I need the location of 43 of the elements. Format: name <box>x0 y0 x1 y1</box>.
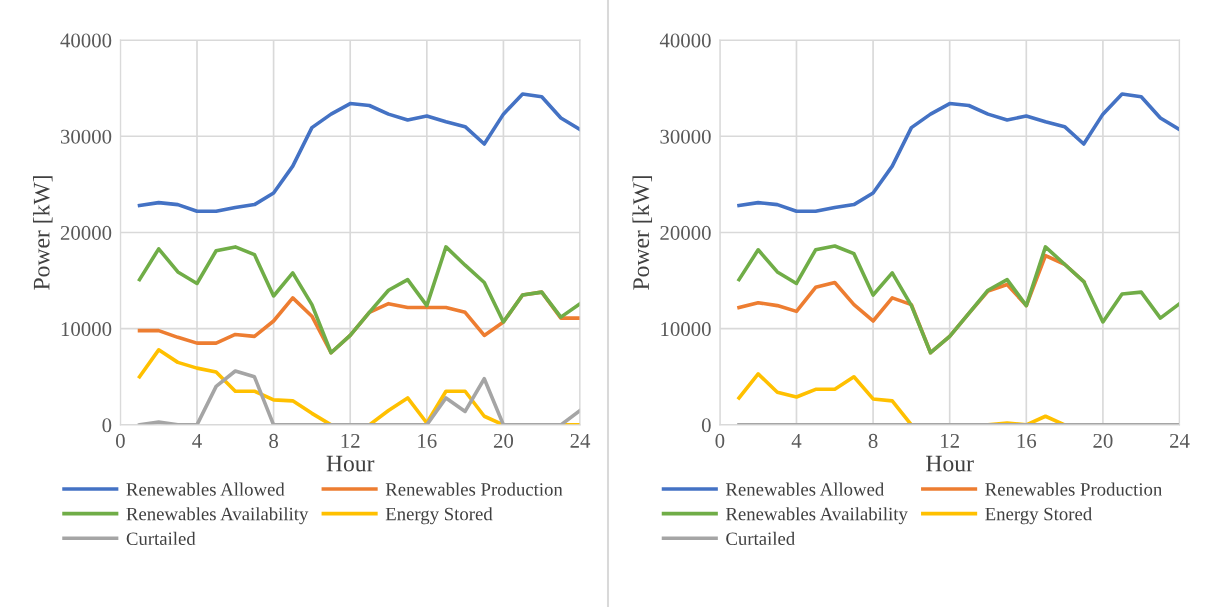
legend-label: Curtailed <box>726 531 795 546</box>
legend-label: Energy Stored <box>385 507 493 525</box>
x-tick-label: 0 <box>115 433 125 448</box>
legend-label: Renewables Allowed <box>725 482 885 496</box>
y-tick-label: 10000 <box>61 322 112 337</box>
x-tick-label: 24 <box>1170 433 1190 448</box>
x-tick-label: 24 <box>570 433 591 448</box>
y-tick-label: 0 <box>701 418 711 433</box>
y-axis-title: Power [kW] <box>33 176 53 290</box>
y-tick-label: 20000 <box>60 225 112 240</box>
y-tick-label: 30000 <box>60 129 112 144</box>
line-series <box>137 369 581 425</box>
y-tick-label: 10000 <box>661 322 711 337</box>
x-tick-label: 8 <box>868 433 878 448</box>
y-tick-label: 0 <box>102 418 112 433</box>
y-tick-label: 40000 <box>659 33 711 48</box>
legend-label: Renewables Availability <box>126 507 309 525</box>
legend-label: Energy Stored <box>985 507 1092 525</box>
legend-label: Renewables Availability <box>725 507 908 525</box>
legend-label: Renewables Allowed <box>126 482 285 496</box>
x-tick-label: 8 <box>269 433 279 448</box>
x-tick-label: 16 <box>418 433 437 448</box>
y-tick-label: 40000 <box>60 33 112 48</box>
y-tick-label: 30000 <box>660 129 711 144</box>
x-axis-title: Hour <box>326 455 375 472</box>
line-series <box>137 92 581 214</box>
y-axis-title: Power [kW] <box>632 176 653 290</box>
line-series <box>737 244 1180 355</box>
line-series <box>137 245 581 355</box>
x-tick-label: 0 <box>715 433 725 448</box>
x-axis-title: Hour <box>926 455 974 472</box>
x-tick-label: 12 <box>341 433 360 448</box>
legend-label: Curtailed <box>126 531 196 546</box>
legend-label: Renewables Production <box>385 482 563 496</box>
x-tick-label: 20 <box>1093 433 1113 448</box>
x-tick-label: 4 <box>791 433 802 448</box>
x-tick-label: 16 <box>1017 433 1037 448</box>
line-series <box>737 92 1180 214</box>
x-tick-label: 4 <box>192 433 202 448</box>
y-tick-label: 20000 <box>660 225 711 240</box>
x-tick-label: 20 <box>493 433 514 448</box>
legend-label: Renewables Production <box>985 482 1163 496</box>
x-tick-label: 12 <box>941 433 959 448</box>
